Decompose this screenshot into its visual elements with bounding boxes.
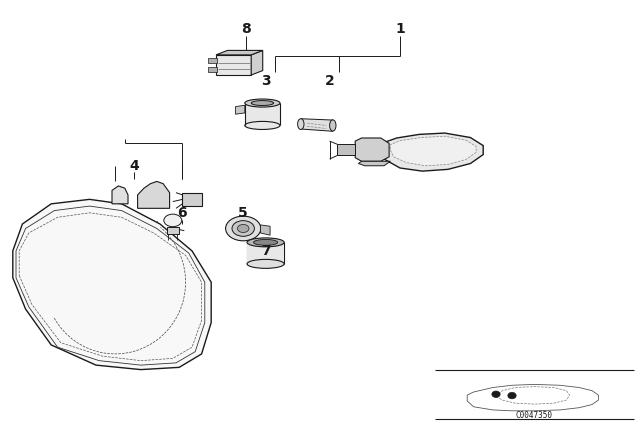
Polygon shape [358,161,390,166]
Polygon shape [216,51,263,55]
Ellipse shape [492,391,500,397]
Text: 7: 7 [260,244,271,258]
Ellipse shape [508,392,516,399]
Polygon shape [467,384,598,411]
Ellipse shape [330,120,336,131]
Polygon shape [390,136,476,166]
Ellipse shape [251,100,274,105]
Text: 2: 2 [324,73,335,88]
Ellipse shape [164,214,182,227]
Ellipse shape [237,224,249,233]
Text: 4: 4 [129,159,140,173]
Bar [208,67,216,72]
Ellipse shape [226,216,261,241]
Ellipse shape [247,238,284,247]
Ellipse shape [253,239,278,246]
Ellipse shape [244,99,280,107]
Bar [247,242,284,264]
Polygon shape [381,133,483,171]
Bar [244,103,280,125]
Ellipse shape [247,259,284,268]
Ellipse shape [232,221,254,237]
Polygon shape [355,138,389,161]
Bar [208,58,216,63]
Ellipse shape [244,121,280,129]
Text: C0047350: C0047350 [516,411,553,420]
Text: 8: 8 [241,22,252,36]
Ellipse shape [298,119,304,129]
Polygon shape [182,193,202,206]
Polygon shape [112,186,128,204]
Text: 1: 1 [395,22,405,36]
Polygon shape [252,51,263,75]
Text: 5: 5 [238,206,248,220]
Text: 3: 3 [260,73,271,88]
Polygon shape [301,119,333,131]
Polygon shape [260,225,270,235]
Polygon shape [496,387,570,404]
Bar [216,55,251,75]
Polygon shape [167,227,179,234]
Polygon shape [13,199,211,370]
Polygon shape [337,144,355,155]
Polygon shape [236,105,244,114]
Text: 6: 6 [177,206,188,220]
Polygon shape [138,181,170,208]
